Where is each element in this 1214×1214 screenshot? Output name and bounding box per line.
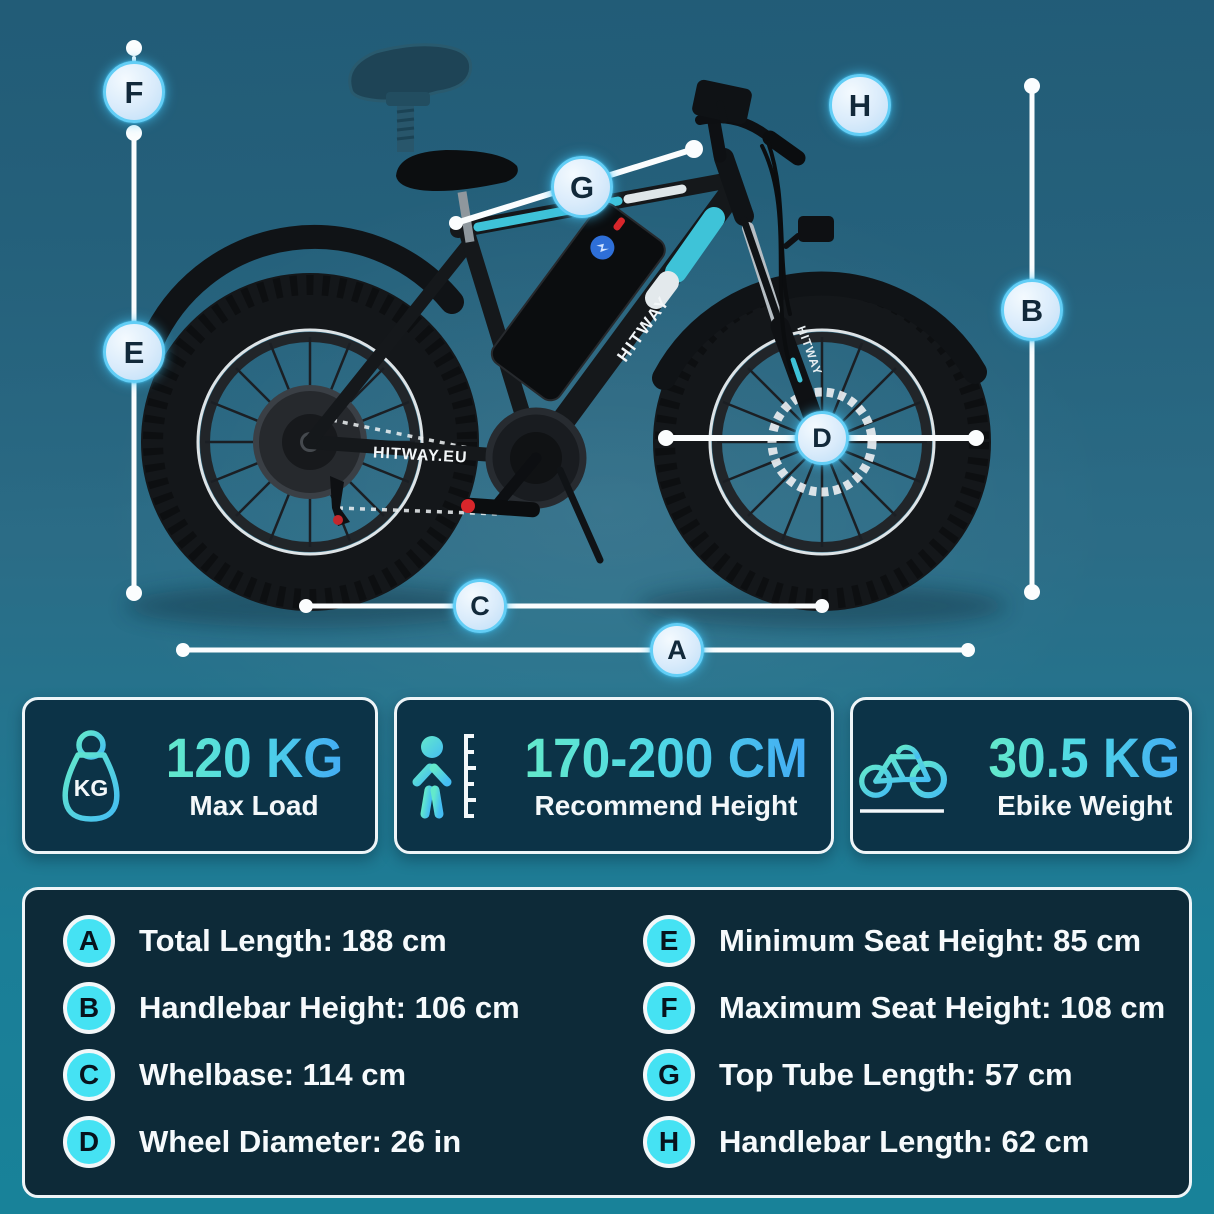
chainstay-logo-text: HITWAY.EU <box>373 445 468 467</box>
spec-badge-f: F <box>643 982 695 1034</box>
marker-f: F <box>103 61 165 123</box>
spec-text-total-length: Total Length: 188 cm <box>139 923 447 958</box>
spec-row-wheelbase: C Whelbase: 114 cm <box>63 1049 520 1101</box>
spec-text-handlebar-height: Handlebar Height: 106 cm <box>139 990 520 1025</box>
marker-h: H <box>829 74 891 136</box>
spec-text-handlebar-length: Handlebar Length: 62 cm <box>719 1124 1090 1159</box>
spec-text-wheelbase: Whelbase: 114 cm <box>139 1057 407 1092</box>
spec-row-top-tube-length: G Top Tube Length: 57 cm <box>643 1049 1165 1101</box>
bicycle-icon <box>859 744 948 813</box>
spec-row-min-seat-height: E Minimum Seat Height: 85 cm <box>643 915 1165 967</box>
marker-e: E <box>103 321 165 383</box>
max-load-value: 120 KG <box>165 726 343 790</box>
kg-icon-label: KG <box>73 775 108 801</box>
spec-badge-h: H <box>643 1116 695 1168</box>
marker-c-letter: C <box>470 590 490 621</box>
height-ruler-icon <box>412 733 476 818</box>
spec-text-max-seat-height: Maximum Seat Height: 108 cm <box>719 990 1166 1025</box>
spec-text-top-tube-length: Top Tube Length: 57 cm <box>719 1057 1073 1092</box>
dimension-line-total-length <box>176 643 975 657</box>
marker-d: D <box>795 411 849 465</box>
spec-column-left: A Total Length: 188 cm B Handlebar Heigh… <box>63 915 520 1168</box>
marker-g-letter: G <box>569 169 595 205</box>
marker-h-letter: H <box>848 87 872 123</box>
spec-badge-a: A <box>63 915 115 967</box>
marker-f-letter: F <box>124 74 144 110</box>
raised-saddle-ghost <box>348 43 473 152</box>
recommend-height-value: 170-200 CM <box>524 726 808 790</box>
ebike-illustration: HITWAY.EU HITWAY <box>125 43 1007 628</box>
spec-row-wheel-diameter: D Wheel Diameter: 26 in <box>63 1116 520 1168</box>
spec-text-wheel-diameter: Wheel Diameter: 26 in <box>139 1124 462 1159</box>
marker-a-letter: A <box>667 634 687 665</box>
ebike-weight-value: 30.5 KG <box>988 726 1181 790</box>
rear-fender <box>140 224 464 354</box>
stat-card-ebike-weight: 30.5 KG Ebike Weight <box>850 697 1192 854</box>
spec-badge-g: G <box>643 1049 695 1101</box>
spec-row-handlebar-height: B Handlebar Height: 106 cm <box>63 982 520 1034</box>
dimension-spec-panel: A Total Length: 188 cm B Handlebar Heigh… <box>22 887 1192 1198</box>
stat-card-recommend-height: 170-200 CM Recommend Height <box>394 697 834 854</box>
recommend-height-label: Recommend Height <box>534 789 798 821</box>
max-load-label: Max Load <box>189 789 319 821</box>
ebike-weight-label: Ebike Weight <box>997 789 1173 821</box>
dimension-line-wheelbase <box>299 599 829 613</box>
stat-card-max-load: KG 120 KG Max Load <box>22 697 378 854</box>
crank-assembly <box>330 407 604 564</box>
bike-chain <box>331 418 537 464</box>
marker-e-letter: E <box>123 334 145 370</box>
marker-b: B <box>1001 279 1063 341</box>
battery-pack <box>490 202 666 402</box>
marker-c: C <box>453 579 507 633</box>
marker-g: G <box>551 156 613 218</box>
spec-column-right: E Minimum Seat Height: 85 cm F Maximum S… <box>643 915 1166 1168</box>
kg-weight-icon: KG <box>61 729 120 822</box>
spec-badge-b: B <box>63 982 115 1034</box>
marker-d-letter: D <box>812 422 832 453</box>
spec-badge-c: C <box>63 1049 115 1101</box>
spec-badge-e: E <box>643 915 695 967</box>
spec-badge-d: D <box>63 1116 115 1168</box>
marker-a: A <box>650 623 704 677</box>
spec-row-handlebar-length: H Handlebar Length: 62 cm <box>643 1116 1165 1168</box>
spec-row-max-seat-height: F Maximum Seat Height: 108 cm <box>643 982 1166 1034</box>
spec-row-total-length: A Total Length: 188 cm <box>63 915 520 967</box>
spec-text-min-seat-height: Minimum Seat Height: 85 cm <box>719 923 1142 958</box>
front-fender <box>652 271 987 390</box>
marker-b-letter: B <box>1020 292 1044 328</box>
